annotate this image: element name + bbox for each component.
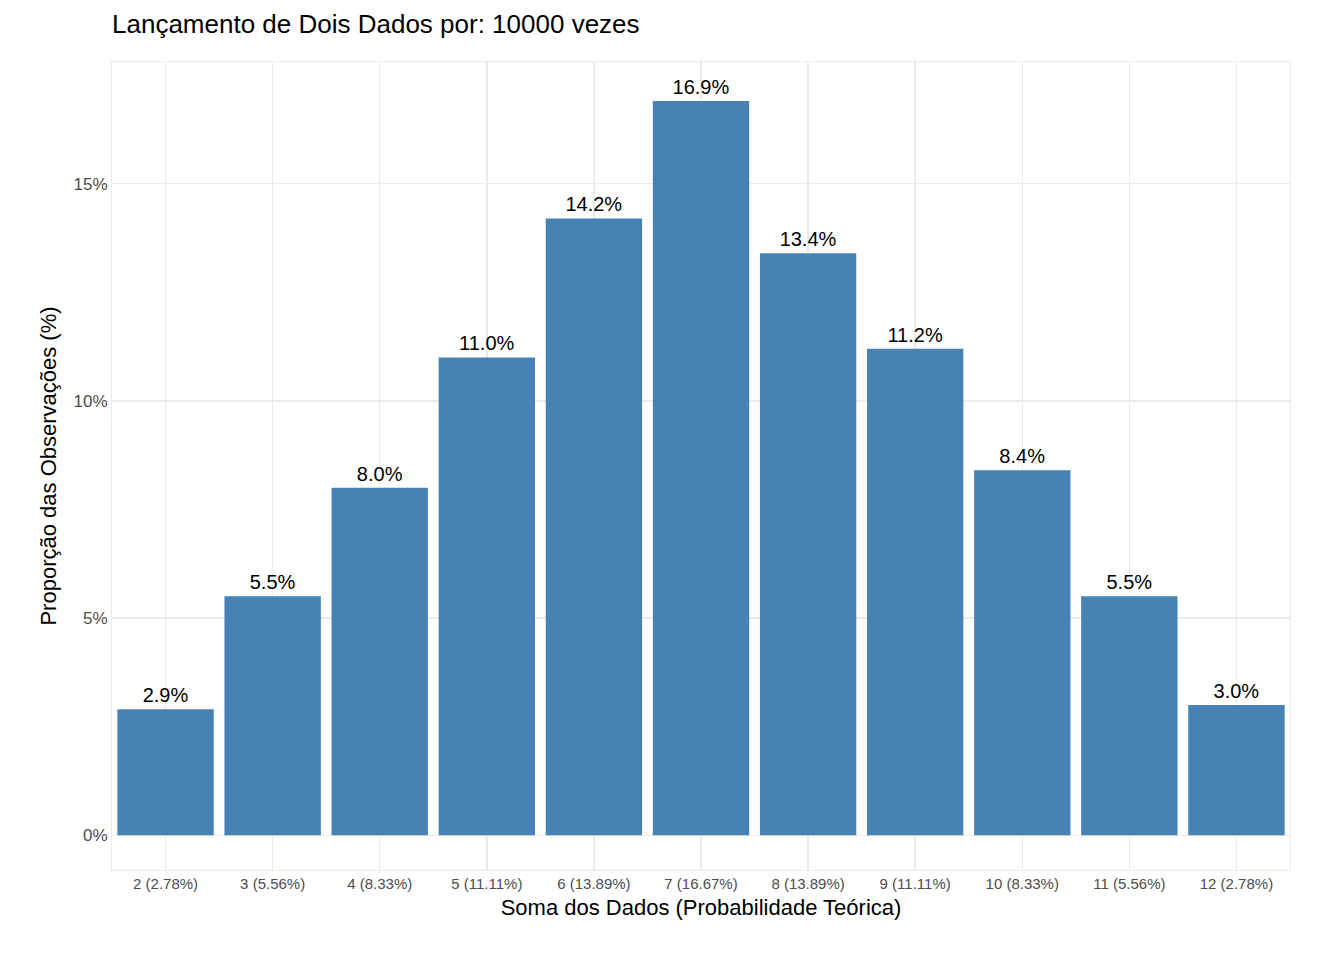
svg-text:2.9%: 2.9% bbox=[143, 684, 189, 706]
svg-text:11.0%: 11.0% bbox=[459, 332, 514, 354]
svg-text:Lançamento de Dois Dados por:: Lançamento de Dois Dados por: 10000 veze… bbox=[112, 9, 640, 39]
svg-text:13.4%: 13.4% bbox=[780, 228, 837, 250]
svg-text:7 (16.67%): 7 (16.67%) bbox=[664, 875, 737, 892]
svg-text:15%: 15% bbox=[74, 175, 108, 194]
svg-text:5.5%: 5.5% bbox=[250, 571, 296, 593]
svg-text:8 (13.89%): 8 (13.89%) bbox=[771, 875, 844, 892]
svg-text:Proporção das Observações (%): Proporção das Observações (%) bbox=[36, 306, 61, 625]
svg-text:11.2%: 11.2% bbox=[887, 324, 942, 346]
svg-text:Soma dos Dados (Probabilidade: Soma dos Dados (Probabilidade Teórica) bbox=[501, 895, 902, 920]
svg-text:8.0%: 8.0% bbox=[357, 463, 403, 485]
svg-text:4 (8.33%): 4 (8.33%) bbox=[347, 875, 412, 892]
svg-text:12 (2.78%): 12 (2.78%) bbox=[1200, 875, 1273, 892]
svg-text:10%: 10% bbox=[74, 392, 108, 411]
svg-text:5 (11.11%): 5 (11.11%) bbox=[451, 875, 522, 892]
svg-text:0%: 0% bbox=[83, 826, 108, 845]
svg-text:9 (11.11%): 9 (11.11%) bbox=[880, 875, 951, 892]
svg-text:2 (2.78%): 2 (2.78%) bbox=[133, 875, 198, 892]
svg-text:8.4%: 8.4% bbox=[999, 445, 1045, 467]
svg-text:16.9%: 16.9% bbox=[673, 76, 730, 98]
svg-text:11 (5.56%): 11 (5.56%) bbox=[1093, 875, 1165, 892]
svg-text:5%: 5% bbox=[83, 609, 108, 628]
svg-text:6 (13.89%): 6 (13.89%) bbox=[557, 875, 630, 892]
svg-text:5.5%: 5.5% bbox=[1106, 571, 1152, 593]
svg-text:14.2%: 14.2% bbox=[565, 193, 622, 215]
svg-text:10 (8.33%): 10 (8.33%) bbox=[986, 875, 1059, 892]
svg-text:3 (5.56%): 3 (5.56%) bbox=[240, 875, 305, 892]
svg-text:3.0%: 3.0% bbox=[1214, 680, 1260, 702]
